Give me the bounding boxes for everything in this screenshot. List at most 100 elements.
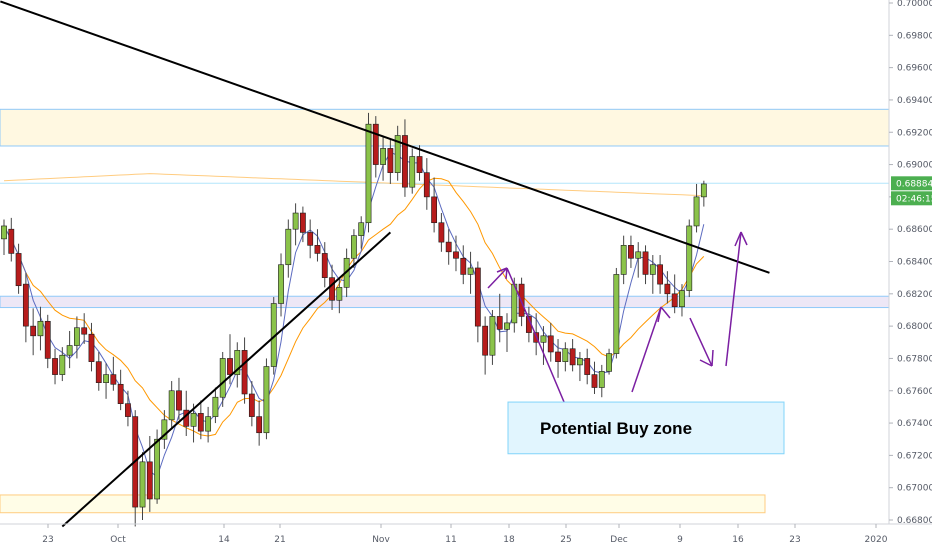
candle-body bbox=[453, 251, 459, 259]
candles bbox=[1, 112, 707, 527]
candle-body bbox=[314, 245, 321, 254]
candle-body bbox=[256, 416, 263, 434]
candle-body bbox=[445, 241, 452, 253]
arrow-stroke-14 bbox=[505, 267, 508, 280]
candle-body bbox=[292, 212, 299, 230]
arrow-stroke-12 bbox=[487, 267, 508, 289]
candle-body bbox=[635, 251, 642, 259]
candle-body bbox=[577, 358, 583, 366]
candle-body bbox=[110, 374, 117, 385]
candle-body bbox=[351, 235, 357, 259]
candle-body bbox=[613, 274, 620, 354]
candle-body bbox=[15, 253, 22, 287]
arrow-stroke-8 bbox=[699, 359, 713, 367]
time-tick-label: 23 bbox=[42, 535, 53, 545]
time-tick-label: 18 bbox=[503, 535, 515, 545]
candle-body bbox=[241, 350, 248, 395]
candle-body bbox=[321, 253, 328, 278]
time-tick-label: 9 bbox=[677, 535, 683, 545]
candle-body bbox=[139, 461, 146, 508]
candle-body bbox=[402, 135, 408, 188]
candle-body bbox=[431, 196, 438, 224]
candle-body bbox=[547, 335, 554, 353]
candle-body bbox=[584, 358, 591, 375]
candle-body bbox=[161, 419, 168, 440]
buy-zone-rect bbox=[507, 401, 785, 455]
zone-0 bbox=[0, 108, 890, 147]
ma-long-line bbox=[3, 173, 704, 197]
price-tick-label: 0.66800 bbox=[897, 516, 932, 526]
candle-body bbox=[372, 123, 379, 165]
price-tag bbox=[891, 176, 932, 191]
candle-body bbox=[628, 245, 634, 259]
candle-body bbox=[22, 283, 29, 327]
candle-body bbox=[59, 354, 66, 375]
candle-body bbox=[496, 316, 503, 330]
candle-body bbox=[387, 148, 394, 173]
candle-body bbox=[380, 148, 386, 165]
zones-layer bbox=[0, 108, 890, 514]
trendlines bbox=[0, 0, 770, 528]
price-tick-label: 0.68000 bbox=[897, 322, 932, 332]
time-tick-label: 21 bbox=[274, 535, 285, 545]
arrow-stroke-9 bbox=[725, 231, 742, 367]
price-tick-label: 0.69400 bbox=[897, 96, 932, 106]
candle-body bbox=[460, 257, 467, 275]
countdown-tag-label: 02:46:15 bbox=[896, 194, 932, 204]
price-tick-label: 0.67400 bbox=[897, 419, 932, 429]
price-tag-label: 0.68884 bbox=[896, 179, 932, 189]
candle-body bbox=[81, 327, 88, 335]
time-tick-label: 23 bbox=[789, 535, 800, 545]
price-tick-label: 0.68400 bbox=[897, 258, 932, 268]
candle-body bbox=[394, 135, 401, 173]
candle-body bbox=[606, 353, 612, 372]
candle-body bbox=[504, 322, 510, 330]
time-tick-label: Oct bbox=[110, 535, 126, 545]
candle-body bbox=[285, 228, 292, 266]
time-tick-label: 2020 bbox=[865, 535, 888, 545]
arrow-stroke-4 bbox=[657, 306, 662, 323]
candle-body bbox=[103, 374, 109, 383]
candle-body bbox=[686, 225, 693, 291]
candle-body bbox=[37, 320, 44, 337]
price-tick-label: 0.67600 bbox=[897, 387, 932, 397]
price-tick-label: 0.68200 bbox=[897, 290, 932, 300]
price-tick-label: 0.67000 bbox=[897, 484, 932, 494]
candle-body bbox=[562, 348, 569, 362]
arrow-stroke-7 bbox=[711, 349, 714, 367]
candle-body bbox=[555, 351, 561, 362]
arrow-stroke-0 bbox=[506, 267, 576, 429]
candle-body bbox=[657, 264, 663, 285]
candle-body bbox=[146, 461, 153, 500]
candle-body bbox=[117, 383, 124, 404]
candle-body bbox=[700, 183, 707, 198]
candle-body bbox=[336, 287, 343, 301]
candle-body bbox=[212, 396, 219, 417]
candle-body bbox=[227, 358, 233, 375]
candle-body bbox=[154, 438, 160, 500]
price-tags: 0.68884 02:46:15 bbox=[891, 176, 932, 206]
candle-body bbox=[74, 327, 80, 346]
arrow-stroke-6 bbox=[689, 317, 713, 367]
candle-body bbox=[1, 225, 7, 240]
arrow-stroke-11 bbox=[740, 231, 748, 246]
candle-body bbox=[591, 374, 598, 388]
candle-body bbox=[88, 333, 95, 362]
candle-body bbox=[693, 196, 700, 227]
candle-body bbox=[329, 277, 335, 301]
candle-body bbox=[278, 264, 284, 304]
zone-1 bbox=[0, 295, 890, 309]
price-tick-label: 0.67800 bbox=[897, 354, 932, 364]
time-tick-label: Dec bbox=[610, 535, 627, 545]
trendline-0 bbox=[0, 0, 770, 274]
arrow-stroke-13 bbox=[496, 267, 508, 273]
candle-body bbox=[416, 156, 423, 173]
candle-body bbox=[482, 325, 489, 356]
candle-body bbox=[540, 335, 547, 343]
candle-body bbox=[44, 320, 51, 359]
candle-body bbox=[664, 283, 671, 295]
price-tick-label: 0.69800 bbox=[897, 31, 932, 41]
candle-body bbox=[358, 222, 365, 236]
candle-body bbox=[95, 361, 102, 383]
